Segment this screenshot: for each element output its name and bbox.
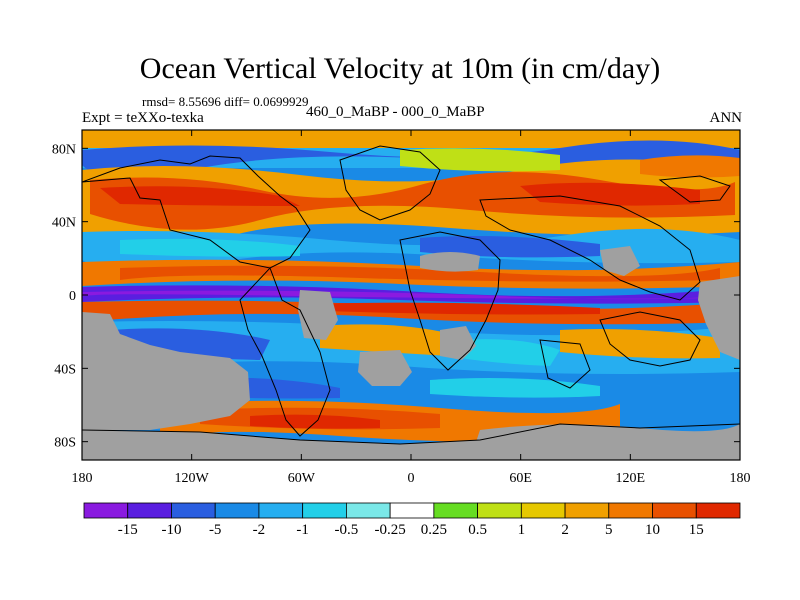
colorbar-label: 5 — [605, 522, 613, 538]
y-tick-label: 80N — [52, 142, 76, 157]
colorbar-swatch — [127, 502, 172, 519]
colorbar-swatch — [608, 502, 653, 519]
y-tick-label: 40N — [52, 216, 76, 231]
colorbar-label: -0.5 — [335, 522, 359, 538]
colorbar-label: 1 — [518, 522, 526, 538]
land-mask — [82, 246, 740, 460]
colorbar-swatch — [258, 502, 304, 519]
colorbar-swatch — [652, 502, 697, 519]
colorbar-label: 10 — [645, 522, 660, 538]
colorbar-label: -1 — [296, 522, 309, 538]
colorbar-label: -5 — [209, 522, 222, 538]
colorbar-label: -10 — [161, 522, 181, 538]
colorbar-label: -0.25 — [375, 522, 406, 538]
map-field — [82, 130, 740, 460]
colorbar-swatch — [520, 502, 566, 519]
colorbar-label: -15 — [118, 522, 138, 538]
colorbar-label: 0.5 — [468, 522, 487, 538]
x-tick-label: 60E — [509, 471, 532, 486]
colorbar-swatch — [477, 502, 522, 519]
y-tick-label: 0 — [69, 289, 76, 304]
colorbar-label: 2 — [561, 522, 569, 538]
x-tick-label: 120E — [616, 471, 646, 486]
x-tick-label: 0 — [408, 471, 415, 486]
y-tick-label: 40S — [54, 362, 76, 377]
colorbar-swatch — [214, 502, 260, 519]
colorbar-swatch — [433, 502, 479, 519]
colorbar-swatch — [83, 502, 129, 519]
colorbar-swatch — [345, 502, 391, 519]
colorbar-label: -2 — [253, 522, 266, 538]
difference-label: 460_0_MaBP - 000_0_MaBP — [306, 104, 485, 120]
colorbar-swatch — [171, 502, 216, 519]
colorbar-label: 0.25 — [421, 522, 447, 538]
colorbar-label: 15 — [689, 522, 704, 538]
x-tick-label: 180 — [72, 471, 93, 486]
colorbar-swatch — [389, 502, 435, 519]
x-tick-label: 120W — [175, 471, 210, 486]
x-tick-label: 60W — [288, 471, 316, 486]
chart-title: Ocean Vertical Velocity at 10m (in cm/da… — [139, 52, 661, 85]
season-label: ANN — [709, 110, 743, 126]
y-tick-label: 80S — [54, 436, 76, 451]
x-tick-label: 180 — [730, 471, 751, 486]
stats-label: rmsd= 8.55696 diff= 0.0699929 — [142, 94, 309, 109]
colorbar-swatch — [695, 502, 741, 519]
colorbar-swatch — [302, 502, 347, 519]
experiment-label: Expt = teXXo-texka — [82, 110, 204, 126]
colorbar: -15 -10 -5 -2 -1 -0.5 -0.25 0.25 0.5 1 2 5 10 15 — [83, 502, 741, 538]
colorbar-swatch — [564, 502, 610, 519]
axes: 180 120W 60W 0 60E 120E 180 80N 40N 0 40S 80S — [52, 130, 751, 486]
coastlines — [82, 145, 740, 445]
